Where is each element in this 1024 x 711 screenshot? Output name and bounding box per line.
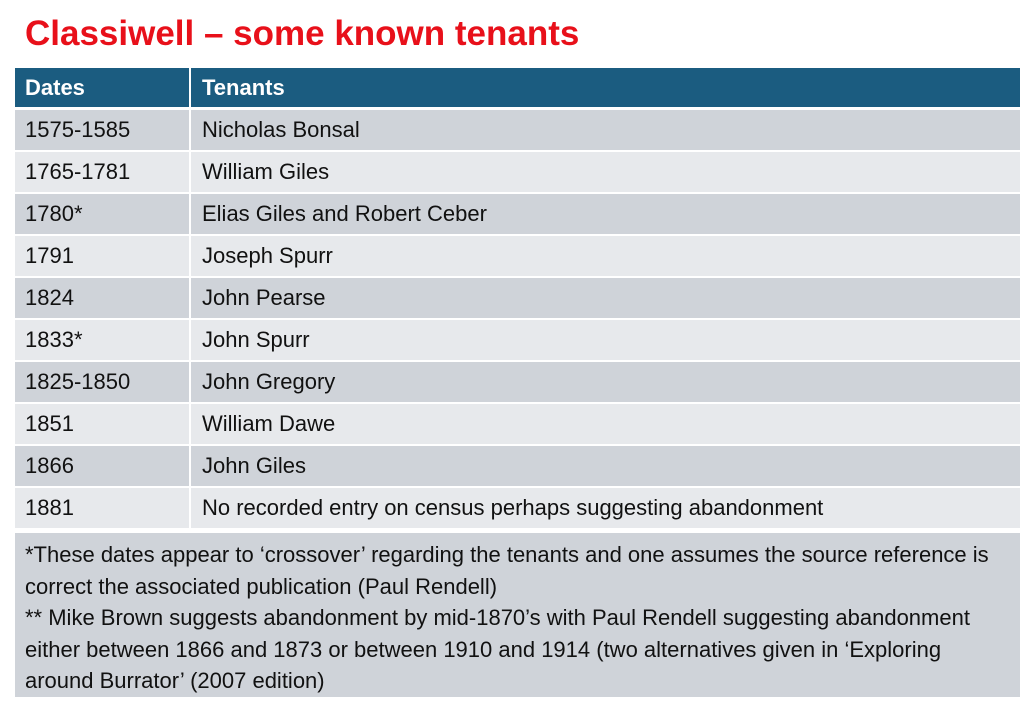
date-cell: 1765-1781 <box>25 159 131 184</box>
tenant-cell: John Spurr <box>189 320 1020 360</box>
date-cell: 1881 <box>25 495 74 520</box>
tenant-cell: No recorded entry on census perhaps sugg… <box>189 488 1020 528</box>
table-header-row: Dates Tenants <box>15 68 1020 107</box>
table-row: 1791 Joseph Spurr <box>15 236 1020 276</box>
table-row: 1833* John Spurr <box>15 320 1020 360</box>
date-cell: 1833* <box>25 327 83 352</box>
table-row: 1780* Elias Giles and Robert Ceber <box>15 194 1020 234</box>
tenant-cell: William Giles <box>189 152 1020 192</box>
tenant-cell: John Pearse <box>189 278 1020 318</box>
tenant-cell: John Gregory <box>189 362 1020 402</box>
column-header-dates: Dates <box>25 74 85 100</box>
table-row: 1866 John Giles <box>15 446 1020 486</box>
tenant-cell: John Giles <box>189 446 1020 486</box>
tenants-table: Dates Tenants 1575-1585 Nicholas Bonsal … <box>15 68 1020 530</box>
date-cell: 1575-1585 <box>25 117 131 142</box>
tenant-cell: William Dawe <box>189 404 1020 444</box>
column-header-tenants: Tenants <box>189 68 1020 107</box>
date-cell: 1851 <box>25 411 74 436</box>
date-cell: 1824 <box>25 285 74 310</box>
table-row: 1825-1850 John Gregory <box>15 362 1020 402</box>
table-row: 1824 John Pearse <box>15 278 1020 318</box>
tenant-cell: Nicholas Bonsal <box>189 110 1020 150</box>
date-cell: 1791 <box>25 243 74 268</box>
tenant-cell: Joseph Spurr <box>189 236 1020 276</box>
footnote-abandonment: ** Mike Brown suggests abandonment by mi… <box>25 605 970 693</box>
footnotes-box: *These dates appear to ‘crossover’ regar… <box>15 533 1020 697</box>
tenant-cell: Elias Giles and Robert Ceber <box>189 194 1020 234</box>
table-row: 1851 William Dawe <box>15 404 1020 444</box>
table-row: 1575-1585 Nicholas Bonsal <box>15 110 1020 150</box>
footnote-crossover: *These dates appear to ‘crossover’ regar… <box>25 542 989 599</box>
table-row: 1881 No recorded entry on census perhaps… <box>15 488 1020 528</box>
page-title: Classiwell – some known tenants <box>25 14 580 53</box>
date-cell: 1780* <box>25 201 83 226</box>
date-cell: 1825-1850 <box>25 369 131 394</box>
table-row: 1765-1781 William Giles <box>15 152 1020 192</box>
date-cell: 1866 <box>25 453 74 478</box>
